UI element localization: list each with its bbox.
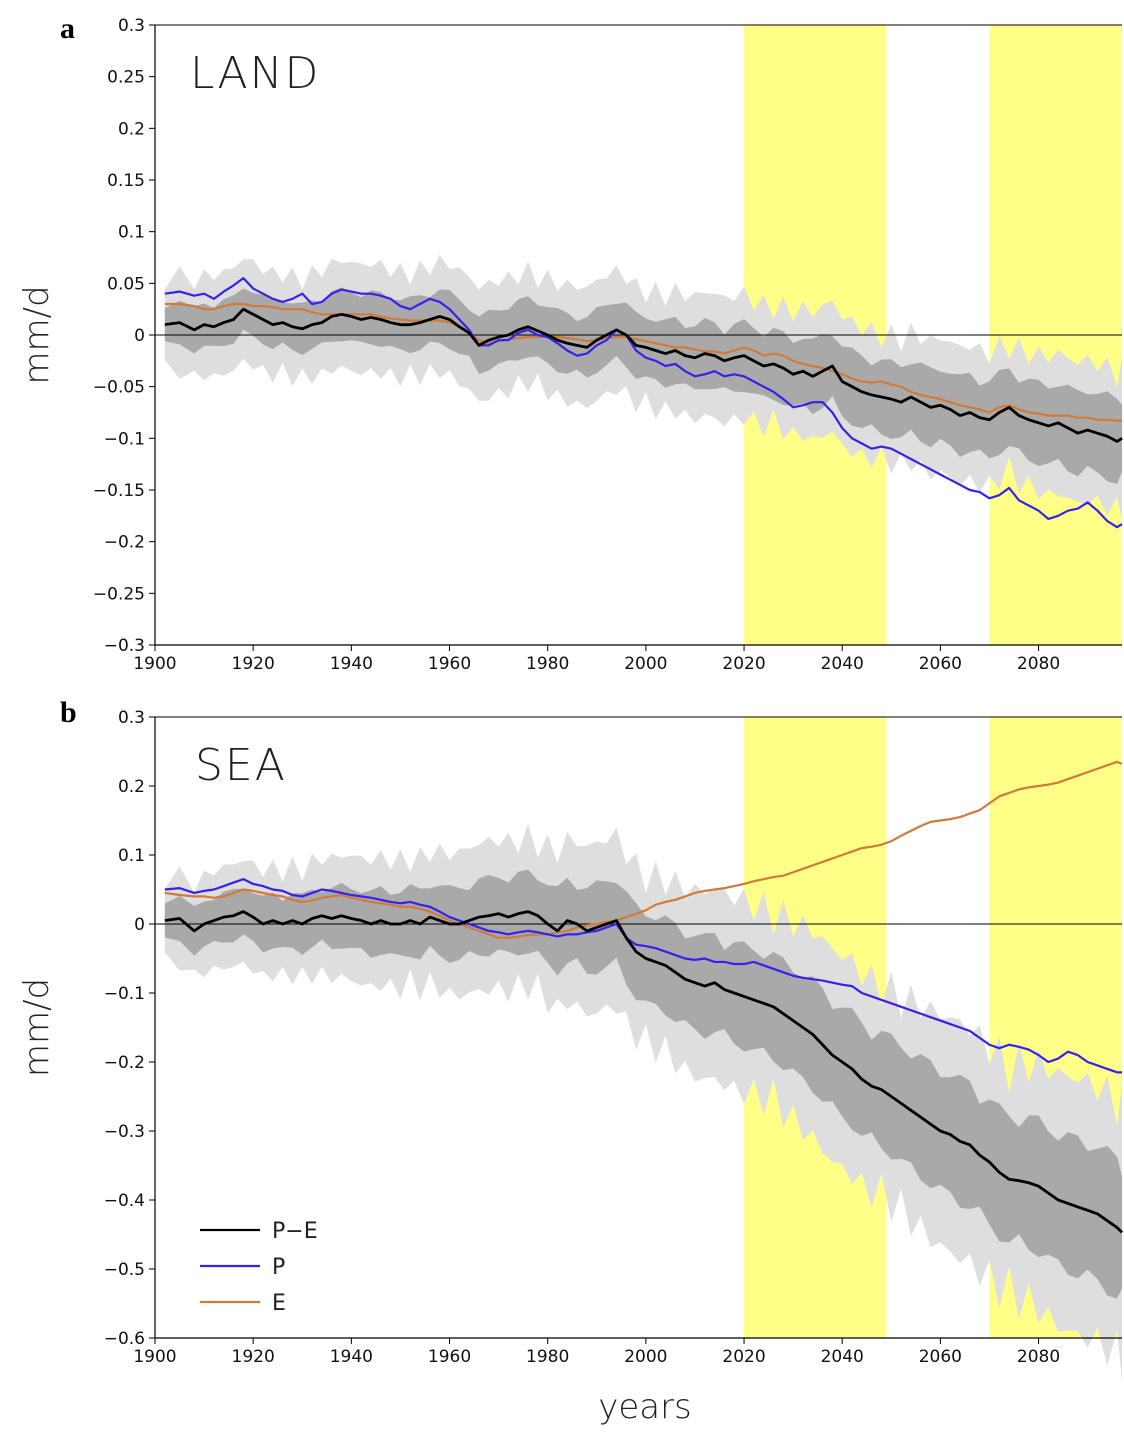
y-tick-label: 0 xyxy=(134,915,145,935)
y-axis-label: mm/d xyxy=(17,978,57,1077)
series-line-p-minus-e xyxy=(164,910,1123,1234)
y-tick-label: −0.15 xyxy=(93,481,145,501)
y-tick-label: −0.6 xyxy=(104,1329,145,1349)
series-line-p xyxy=(164,878,1122,1074)
x-tick-label: 2000 xyxy=(624,654,667,674)
y-tick-label: −0.3 xyxy=(104,636,145,656)
y-tick-label: −0.25 xyxy=(93,584,145,604)
series-line-p xyxy=(164,277,1123,529)
x-tick-label: 2080 xyxy=(1017,1347,1060,1367)
x-tick-label: 1960 xyxy=(428,654,471,674)
y-tick-label: −0.2 xyxy=(104,1053,145,1073)
x-tick-label: 2000 xyxy=(624,1347,667,1367)
panel-title: SEA xyxy=(195,740,287,791)
y-tick-label: −0.5 xyxy=(104,1260,145,1280)
x-tick-label: 1940 xyxy=(330,1347,373,1367)
panel-b-sea: b −0.6 −0.5 −0.4 −0.3 −0.2 −0.1 0 0.1 0.2 0.3 1900… xyxy=(17,696,1123,1382)
series-line-e xyxy=(164,302,1122,422)
x-axis-label: years xyxy=(598,1387,692,1427)
uncertainty-band-inner xyxy=(164,287,1122,485)
y-tick-label: 0 xyxy=(134,326,145,346)
x-tick-label: 1900 xyxy=(133,654,176,674)
y-axis-label: mm/d xyxy=(17,285,57,384)
x-tick-label: 1960 xyxy=(428,1347,471,1367)
x-tick-label: 2020 xyxy=(722,1347,765,1367)
x-tick-label: 2060 xyxy=(919,1347,962,1367)
y-tick-label: −0.1 xyxy=(104,429,145,449)
y-tick-label: 0.3 xyxy=(118,708,145,728)
x-tick-label: 2020 xyxy=(722,654,765,674)
y-tick-label: 0.2 xyxy=(118,119,145,139)
y-tick-label: 0.1 xyxy=(118,223,145,243)
x-tick-label: 2040 xyxy=(821,654,864,674)
y-tick-label: 0.1 xyxy=(118,846,145,866)
x-tick-label: 1920 xyxy=(232,1347,275,1367)
series-line-p-minus-e xyxy=(164,307,1123,443)
series-line-e xyxy=(164,760,1123,939)
panel-b-letter: b xyxy=(60,696,77,729)
x-tick-label: 1940 xyxy=(330,654,373,674)
y-tick-label: 0.15 xyxy=(107,171,145,191)
legend-label: P xyxy=(272,1255,285,1280)
x-tick-label: 1920 xyxy=(232,654,275,674)
x-tick-label: 2060 xyxy=(919,654,962,674)
legend-label: E xyxy=(272,1291,286,1316)
panel-a-land: a −0.3 −0.25 −0.2 −0.15 −0.1 −0.05 0 0.05 0.1 0.1… xyxy=(17,12,1123,674)
y-tick-label: −0.1 xyxy=(104,984,145,1004)
panel-title: LAND xyxy=(190,48,320,99)
y-tick-label: 0.25 xyxy=(107,68,145,88)
uncertainty-band-outer xyxy=(164,823,1122,1382)
x-tick-label: 1980 xyxy=(526,1347,569,1367)
y-tick-label: −0.05 xyxy=(93,378,145,398)
x-tick-label: 1900 xyxy=(133,1347,176,1367)
x-tick-label: 1980 xyxy=(526,654,569,674)
panel-a-letter: a xyxy=(60,12,75,45)
y-tick-label: −0.2 xyxy=(104,533,145,553)
legend-label: P−E xyxy=(272,1219,318,1244)
y-tick-label: −0.4 xyxy=(104,1191,145,1211)
x-tick-label: 2080 xyxy=(1017,654,1060,674)
y-tick-label: 0.05 xyxy=(107,274,145,294)
y-tick-label: 0.3 xyxy=(118,16,145,36)
y-tick-label: 0.2 xyxy=(118,777,145,797)
x-tick-label: 2040 xyxy=(821,1347,864,1367)
y-tick-label: −0.3 xyxy=(104,1122,145,1142)
